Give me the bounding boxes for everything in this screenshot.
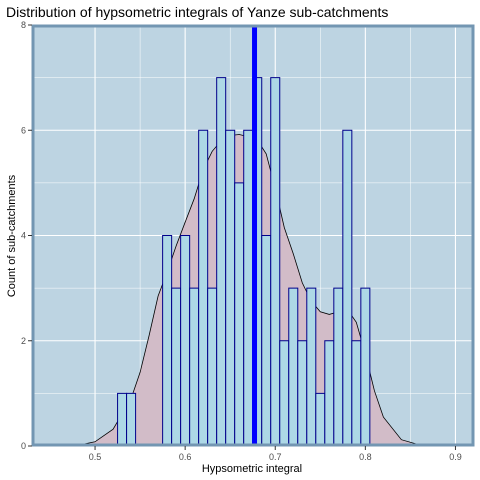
histogram-bar	[360, 287, 371, 447]
histogram-bar	[342, 129, 353, 447]
histogram-bar	[162, 235, 173, 447]
histogram-bar	[261, 235, 272, 447]
y-tick-label: 8	[21, 20, 26, 30]
histogram-bar	[315, 392, 326, 447]
plot-panel-border	[31, 24, 475, 447]
histogram-bar	[333, 287, 344, 447]
histogram-bar	[126, 392, 137, 447]
y-tick-label: 0	[21, 441, 26, 451]
y-tick-label: 4	[21, 231, 26, 241]
y-axis-label: Count of sub-catchments	[6, 174, 18, 297]
x-tick-label: 0.5	[89, 452, 102, 462]
x-tick-label: 0.8	[359, 452, 372, 462]
histogram-bar	[243, 129, 254, 447]
histogram-bar	[270, 77, 281, 447]
histogram-bar	[279, 340, 290, 447]
histogram-bar	[198, 129, 209, 447]
histogram-bar	[234, 182, 245, 447]
histogram-bar	[207, 287, 218, 447]
x-tick-label: 0.6	[179, 452, 192, 462]
histogram-bar	[189, 287, 200, 447]
histogram-bar	[225, 129, 236, 447]
histogram-bar	[297, 340, 308, 447]
bars-layer	[117, 77, 371, 447]
histogram-bar	[288, 287, 299, 447]
histogram-bar	[324, 340, 335, 447]
histogram-bar	[216, 77, 227, 447]
histogram-bar	[117, 392, 128, 447]
histogram-bar	[180, 235, 191, 447]
x-tick-label: 0.9	[449, 452, 462, 462]
x-tick-label: 0.7	[269, 452, 282, 462]
y-tick-label: 6	[21, 125, 26, 135]
x-axis-label: Hypsometric integral	[202, 463, 302, 475]
chart-title: Distribution of hypsometric integrals of…	[6, 4, 388, 20]
y-tick-label: 2	[21, 336, 26, 346]
histogram-bar	[351, 340, 362, 447]
axis-layer: 0.5 0.6 0.7 0.8 0.9 0 2 4 6 8	[21, 20, 462, 462]
histogram-bar	[171, 287, 182, 447]
histogram-bar	[306, 287, 317, 447]
